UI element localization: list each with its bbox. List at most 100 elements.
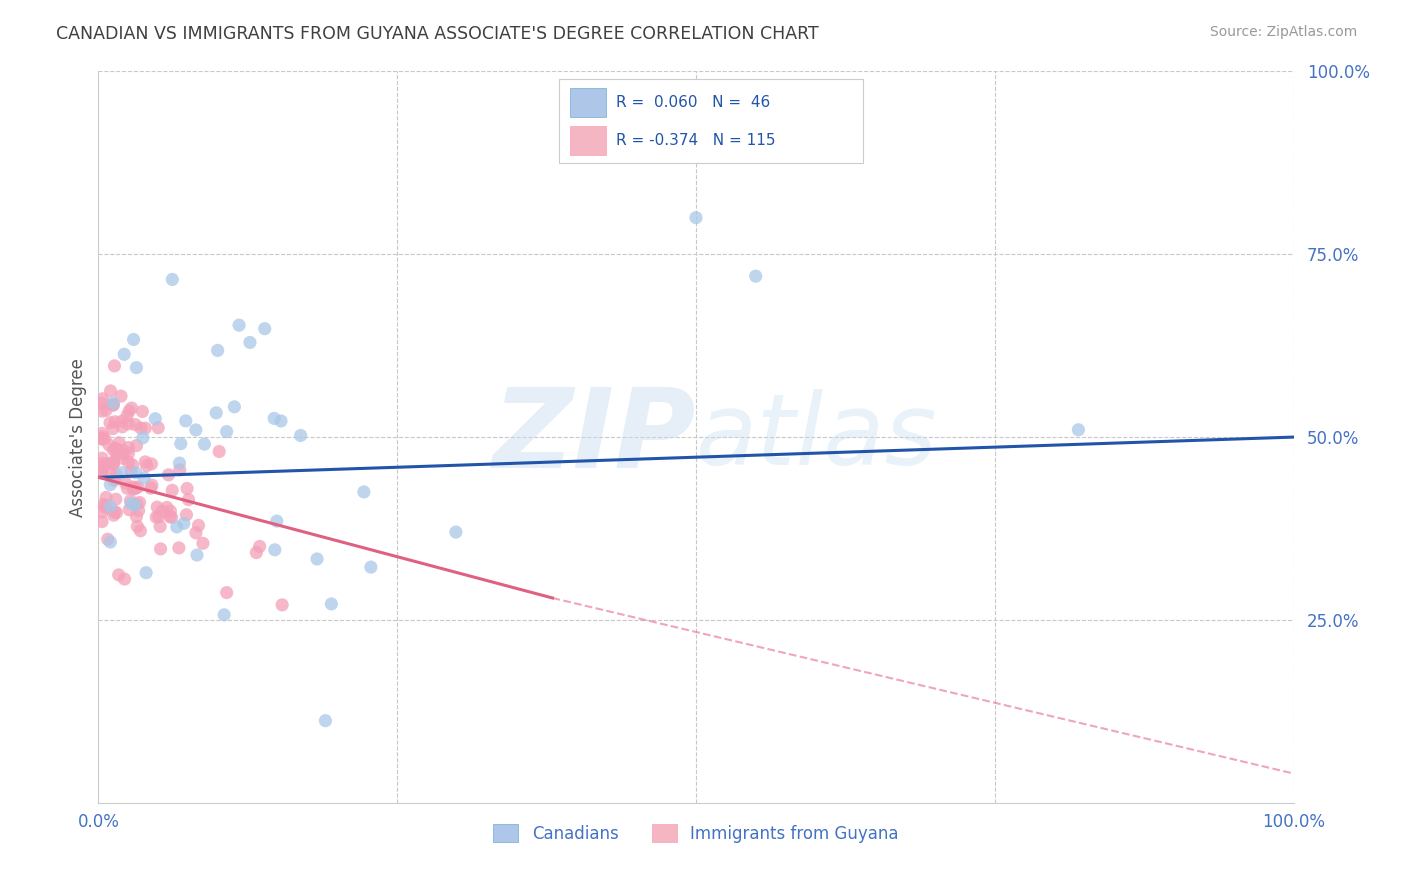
Point — [205, 406, 228, 420]
Point — [745, 269, 768, 284]
Point — [207, 343, 229, 358]
Point — [129, 421, 152, 435]
Point — [107, 444, 129, 458]
Point — [98, 416, 121, 430]
Point — [105, 442, 128, 456]
Point — [245, 546, 267, 560]
Point — [148, 420, 170, 434]
Point — [208, 444, 231, 458]
Point — [96, 491, 118, 505]
Point — [98, 477, 122, 491]
Point — [111, 466, 134, 480]
Point — [173, 516, 195, 531]
Point — [91, 451, 114, 466]
Point — [149, 519, 172, 533]
Point — [321, 597, 343, 611]
Point — [239, 335, 262, 350]
Point — [100, 384, 122, 398]
Point — [266, 514, 288, 528]
Point — [162, 272, 184, 286]
Point — [125, 481, 148, 495]
Point — [91, 461, 114, 475]
Point — [111, 420, 134, 434]
Point — [125, 497, 148, 511]
Point — [117, 455, 139, 469]
Point — [128, 495, 150, 509]
Point — [212, 607, 235, 622]
Point — [112, 347, 135, 361]
Point — [103, 508, 125, 523]
Point — [444, 525, 467, 540]
Point — [184, 423, 207, 437]
Point — [103, 442, 125, 457]
Point — [129, 524, 152, 538]
Point — [121, 401, 143, 415]
Point — [117, 446, 139, 460]
Point — [111, 414, 134, 428]
Point — [103, 359, 125, 373]
Point — [100, 467, 122, 482]
Point — [104, 492, 127, 507]
Point — [134, 471, 156, 485]
Point — [103, 473, 125, 487]
Point — [184, 525, 207, 540]
Point — [103, 505, 125, 519]
Point — [107, 567, 129, 582]
Point — [104, 441, 127, 455]
Point — [105, 467, 128, 482]
Point — [271, 598, 294, 612]
Point — [91, 460, 114, 475]
Point — [105, 447, 128, 461]
Point — [134, 421, 156, 435]
Point — [141, 457, 163, 471]
Point — [124, 498, 146, 512]
Point — [193, 437, 215, 451]
Point — [131, 404, 153, 418]
Point — [101, 455, 124, 469]
Point — [122, 480, 145, 494]
Point — [103, 398, 125, 412]
Point — [157, 467, 180, 482]
Point — [128, 503, 150, 517]
Bar — [571, 126, 606, 155]
Point — [150, 504, 173, 518]
Text: Source: ZipAtlas.com: Source: ZipAtlas.com — [1209, 25, 1357, 39]
Point — [270, 414, 292, 428]
Y-axis label: Associate's Degree: Associate's Degree — [69, 358, 87, 516]
Point — [91, 396, 114, 410]
Point — [91, 392, 114, 406]
Point — [186, 548, 208, 562]
Point — [314, 714, 336, 728]
Point — [307, 552, 329, 566]
Point — [159, 509, 181, 524]
Point — [215, 425, 238, 439]
Point — [97, 533, 120, 547]
Point — [91, 505, 114, 519]
Text: CANADIAN VS IMMIGRANTS FROM GUYANA ASSOCIATE'S DEGREE CORRELATION CHART: CANADIAN VS IMMIGRANTS FROM GUYANA ASSOC… — [56, 25, 818, 43]
Point — [141, 478, 163, 492]
Point — [125, 439, 148, 453]
Point — [224, 400, 246, 414]
Point — [146, 500, 169, 515]
Point — [103, 456, 125, 470]
Point — [91, 466, 114, 480]
Point — [101, 421, 124, 435]
Point — [1067, 423, 1090, 437]
Point — [101, 398, 124, 412]
Point — [685, 211, 707, 225]
Point — [115, 409, 138, 423]
Point — [170, 436, 193, 450]
Point — [110, 389, 132, 403]
Point — [91, 515, 114, 529]
Point — [148, 509, 170, 524]
Point — [124, 417, 146, 432]
Point — [169, 456, 191, 470]
Point — [176, 508, 198, 522]
FancyBboxPatch shape — [558, 78, 863, 163]
Point — [228, 318, 250, 333]
Point — [122, 482, 145, 496]
Point — [143, 411, 166, 425]
Point — [93, 498, 115, 512]
Point — [124, 481, 146, 495]
Point — [353, 484, 375, 499]
